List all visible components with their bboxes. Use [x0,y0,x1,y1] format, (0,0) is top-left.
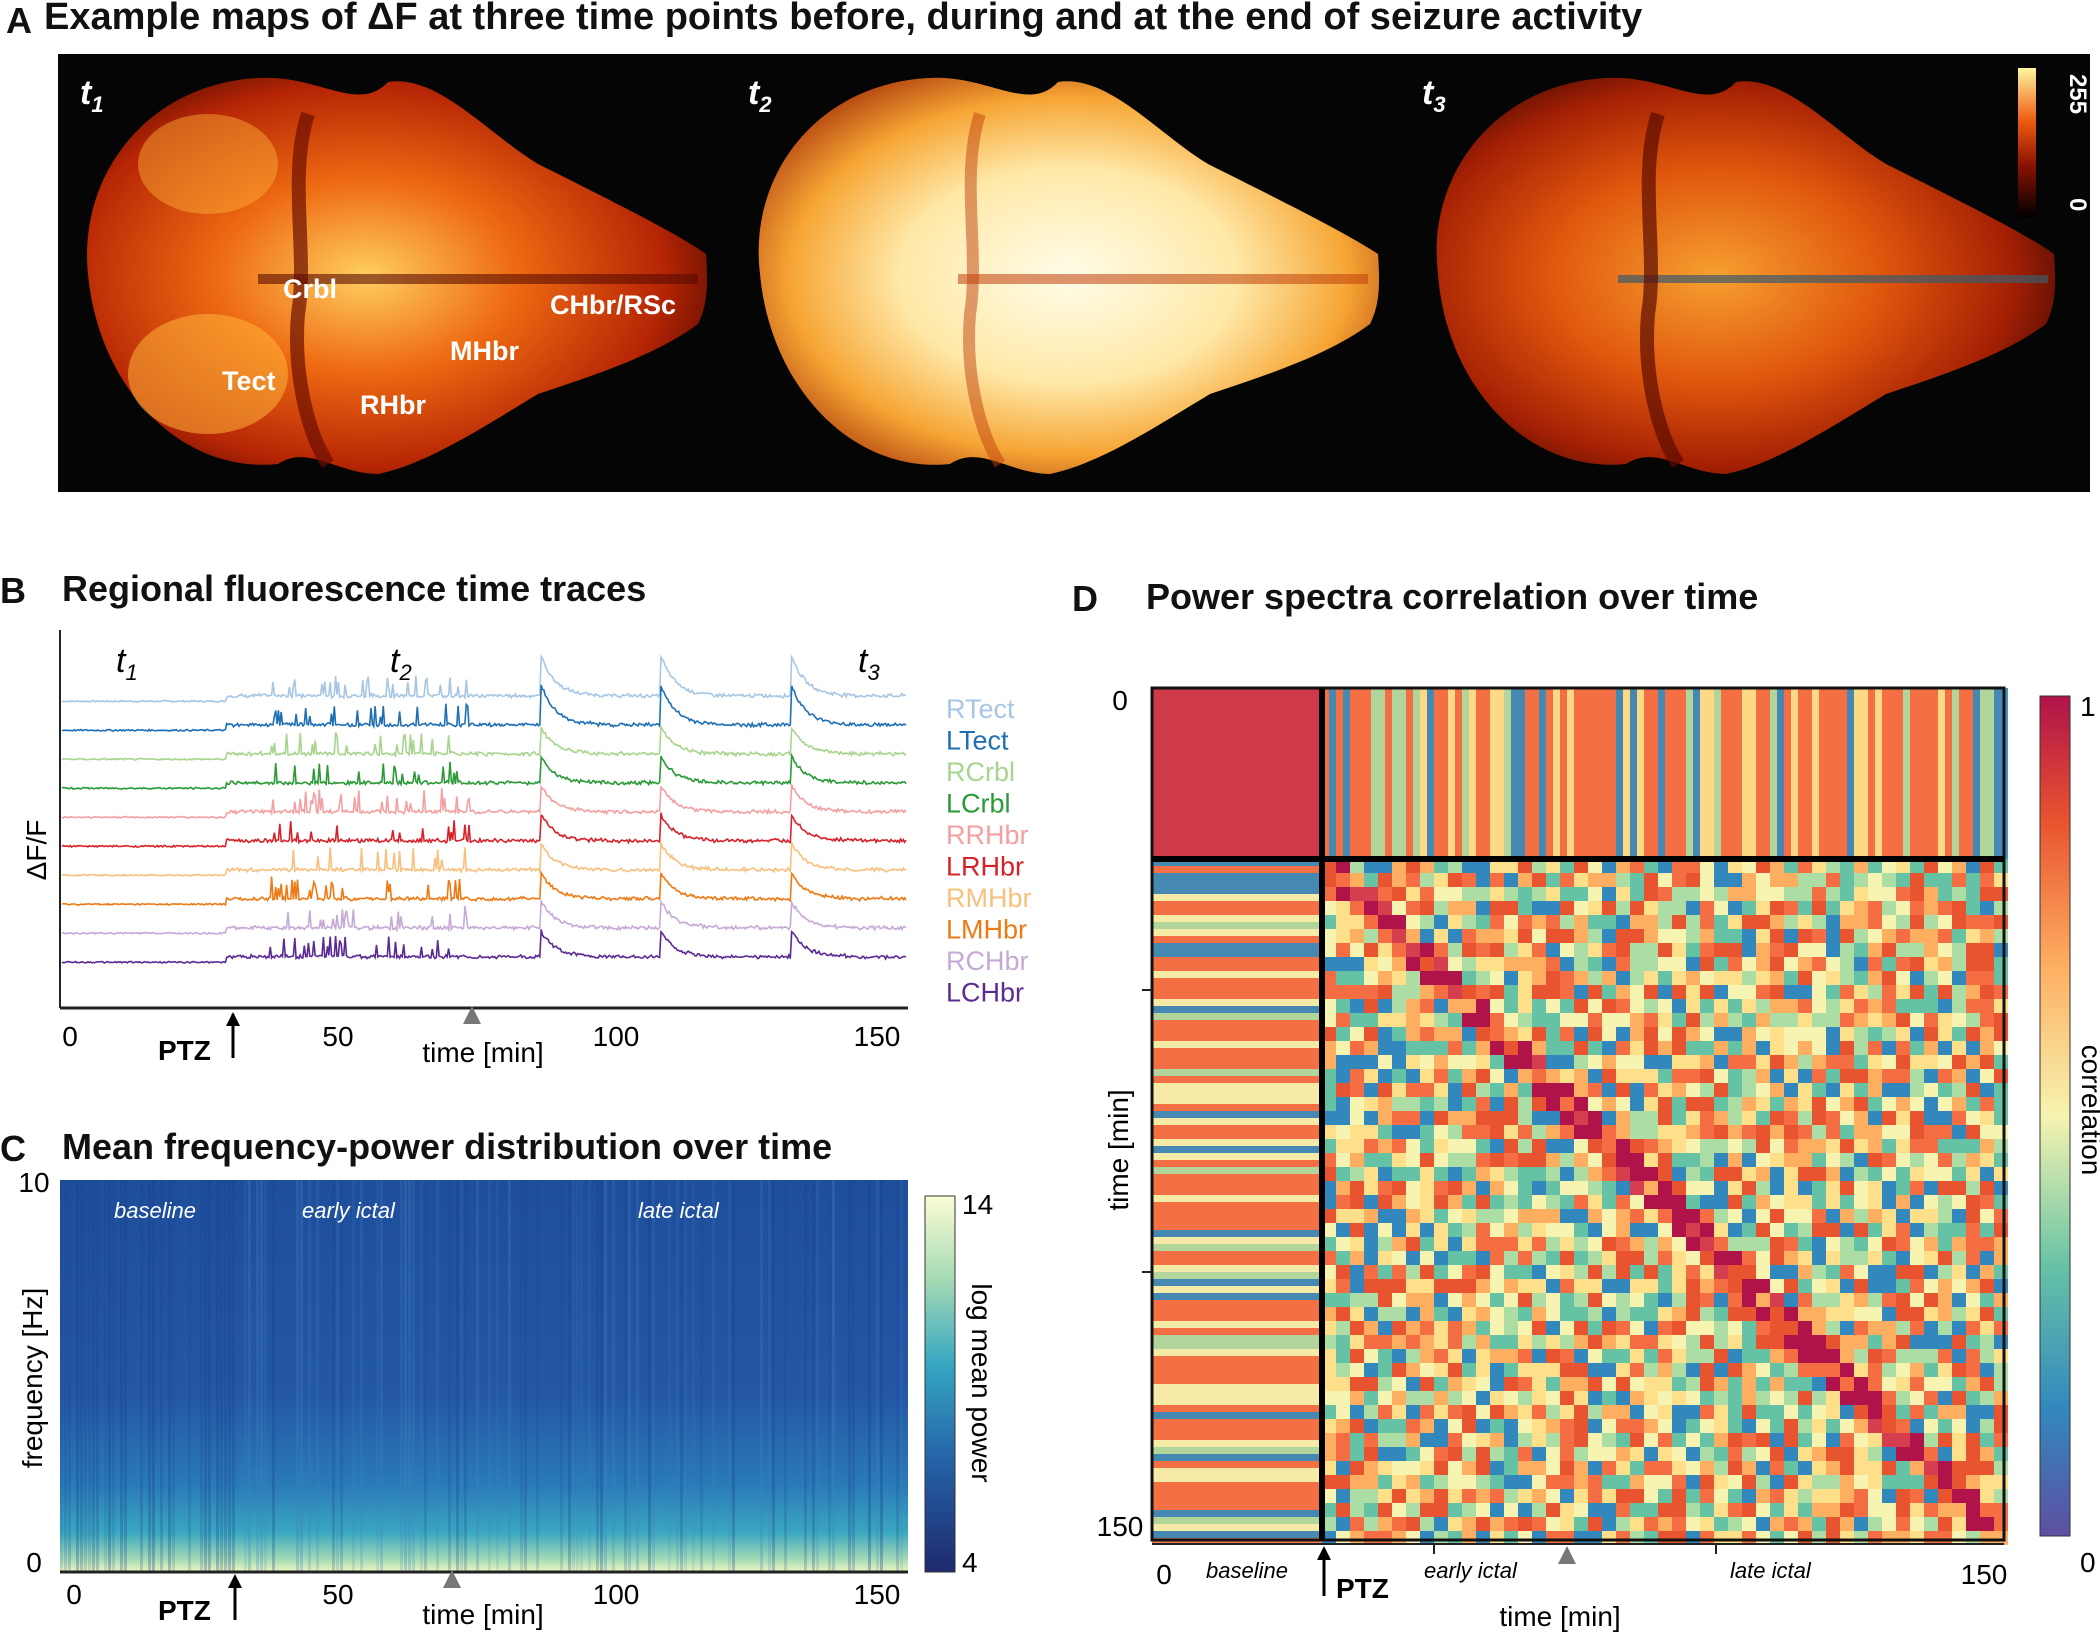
panel-c-ytick-10: 10 [18,1168,49,1198]
panel-c-xtick-50: 50 [322,1579,353,1610]
panel-b-xtick-0: 0 [62,1021,78,1052]
panel-a-letter: A [6,0,32,41]
map-label-t3: t3 [1422,74,1446,117]
panel-c-xtick-0: 0 [66,1579,82,1610]
panel-c-chart: frequency [Hz] 10 0 baseline early ictal… [17,1168,997,1630]
trace-lmhbr [61,870,907,907]
panel-b-time-mark-t1: t1 [116,642,138,685]
panel-c-stripes [60,1180,903,1572]
panel-c-colorbar-label: log mean power [966,1283,997,1482]
trace-lcrbl [61,752,907,790]
panel-c-phase-early-ictal: early ictal [302,1198,396,1223]
panel-d-xtick-150: 150 [1961,1559,2008,1590]
panel-d-ptz-label: PTZ [1336,1573,1389,1604]
panel-b-ylabel: ΔF/F [21,820,52,881]
panel-b-letter: B [0,570,26,611]
panel-d-title: Power spectra correlation over time [1146,576,1759,617]
panel-c-colorbar [924,1195,956,1573]
panel-b-time-mark-t3: t3 [858,642,880,685]
legend-lrhbr: LRHbr [946,852,1024,882]
panel-c-phase-late-ictal: late ictal [638,1198,720,1223]
panel-d-xlabel: time [min] [1499,1601,1620,1632]
panel-b-title: Regional fluorescence time traces [62,568,647,609]
region-label-tect: Tect [222,366,276,396]
trace-rchbr [61,899,907,936]
legend-rcrbl: RCrbl [946,757,1015,787]
panel-d-ytick-150: 150 [1097,1511,1144,1542]
panel-c-marker-triangle [443,1570,461,1588]
legend-ltect: LTect [946,726,1009,756]
panel-b-ptz-label: PTZ [158,1035,211,1066]
panel-b-xtick-100: 100 [593,1021,640,1052]
region-label-chbr-rsc: CHbr/RSc [550,290,676,320]
panel-a-colorbar-max: 255 [2064,74,2090,114]
panel-a-colorbar [2018,68,2036,218]
legend-lcrbl: LCrbl [946,789,1011,819]
panel-d-ylabel: time [min] [1103,1089,1134,1210]
panel-c-colorbar-min: 4 [962,1547,978,1578]
panel-c-letter: C [0,1128,26,1169]
map-label-t2: t2 [748,74,772,117]
trace-rrhbr [61,784,907,819]
panel-c-colorbar-max: 14 [962,1189,993,1220]
panel-d-xtick-0: 0 [1156,1559,1172,1590]
panel-c-xtick-150: 150 [854,1579,901,1610]
panel-d-phase-late-ictal: late ictal [1730,1558,1812,1583]
panel-b-time-mark-t2: t2 [390,642,412,685]
legend-rchbr: RCHbr [946,946,1029,976]
panel-b-xlabel: time [min] [422,1037,543,1068]
panel-c-title: Mean frequency-power distribution over t… [62,1126,833,1167]
panel-c-heatmap [60,1180,908,1572]
brain-map-t1 [87,77,708,474]
panel-d-phase-baseline: baseline [1206,1558,1288,1583]
panel-b-traces [61,653,907,965]
panel-d-colorbar [2039,695,2071,1537]
legend-lchbr: LCHbr [946,978,1024,1008]
panel-c-ytick-0: 0 [26,1547,42,1578]
panel-d-chart: 0 150 time [min] 0 150 baseline early ic… [1097,685,2100,1632]
panel-b-chart: ΔF/F t1 t2 t3 0 50 100 150 PTZ time [min… [21,630,1032,1068]
panel-c-phase-baseline: baseline [114,1198,196,1223]
legend-lmhbr: LMHbr [946,915,1027,945]
panel-c-ylabel: frequency [Hz] [17,1288,48,1469]
region-label-crbl: Crbl [283,274,337,304]
legend-rtect: RTect [946,694,1015,724]
panel-c-ptz-label: PTZ [158,1595,211,1626]
panel-d-colorbar-max: 1 [2080,691,2096,722]
trace-lchbr [61,929,907,965]
panel-d-ytick-0: 0 [1112,685,1128,716]
trace-lrhbr [61,812,907,849]
panel-b-legend: RTectLTectRCrblLCrblRRHbrLRHbrRMHbrLMHbr… [946,694,1032,1008]
panel-d-matrix [1152,688,2008,1545]
map-label-t1: t1 [80,74,104,117]
panel-d-colorbar-min: 0 [2080,1547,2096,1578]
panel-d-colorbar-label: correlation [2076,1045,2100,1176]
trace-rcrbl [61,724,907,761]
legend-rrhbr: RRHbr [946,820,1029,850]
brain-map-t3 [1436,77,2056,474]
region-label-rhbr: RHbr [360,390,426,420]
panel-d-marker-triangle [1558,1546,1576,1564]
region-label-mhbr: MHbr [450,336,519,366]
panel-c-xtick-100: 100 [593,1579,640,1610]
brain-maps: t1 t2 t3 Crbl Tect RHbr MHbr CHbr/RSc 25… [58,54,2090,492]
panel-b-xtick-50: 50 [322,1021,353,1052]
panel-d-phase-early-ictal: early ictal [1424,1558,1518,1583]
panel-c-xlabel: time [min] [422,1599,543,1630]
panel-d-letter: D [1072,578,1098,619]
panel-a-colorbar-min: 0 [2064,198,2090,211]
brain-map-t2 [758,77,1380,474]
trace-rmhbr [61,839,907,878]
panel-a-title: Example maps of ΔF at three time points … [44,0,1643,38]
panel-b-xtick-150: 150 [854,1021,901,1052]
trace-rtect [61,653,907,703]
legend-rmhbr: RMHbr [946,883,1032,913]
trace-ltect [61,684,907,733]
panel-b-marker-triangle [463,1006,481,1024]
